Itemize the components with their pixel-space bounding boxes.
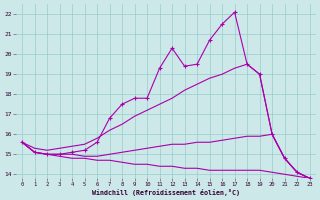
X-axis label: Windchill (Refroidissement éolien,°C): Windchill (Refroidissement éolien,°C)	[92, 189, 240, 196]
